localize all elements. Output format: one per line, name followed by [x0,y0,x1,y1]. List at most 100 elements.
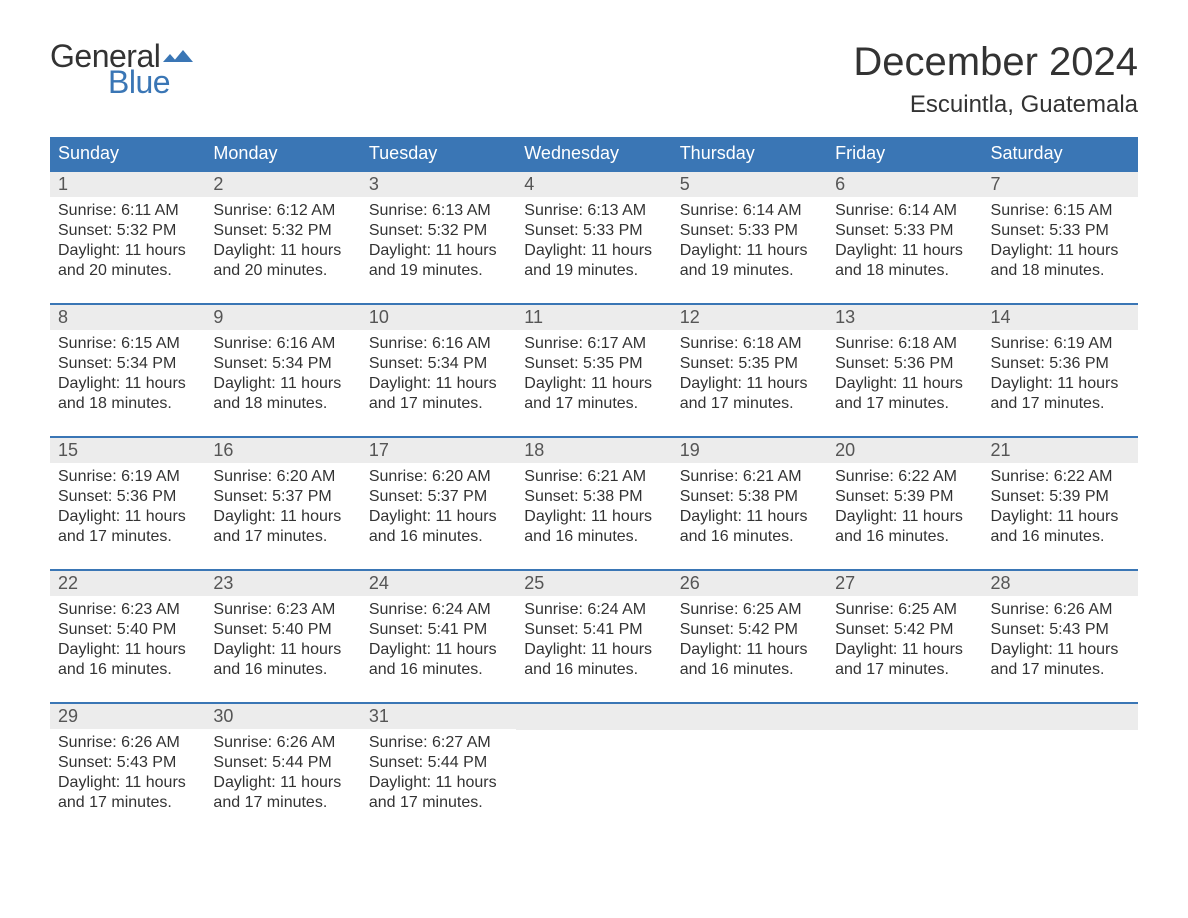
day-cell: 31Sunrise: 6:27 AMSunset: 5:44 PMDayligh… [361,704,516,835]
day-header-cell: Wednesday [516,137,671,170]
day-body: Sunrise: 6:25 AMSunset: 5:42 PMDaylight:… [827,596,982,680]
daylight-label: Daylight: [991,508,1053,525]
day-number: 31 [361,704,516,729]
daylight-label: Daylight: [213,774,275,791]
sunrise-label: Sunrise: [369,734,428,751]
sunset-line: Sunset: 5:39 PM [835,487,974,507]
day-cell [827,704,982,835]
sunrise-line: Sunrise: 6:19 AM [58,467,197,487]
sunrise-line: Sunrise: 6:15 AM [991,201,1130,221]
sunset-line: Sunset: 5:32 PM [369,221,508,241]
sunrise-line: Sunrise: 6:18 AM [680,334,819,354]
sunrise-label: Sunrise: [58,734,117,751]
sunrise-value: 6:19 AM [121,468,180,485]
day-number [516,704,671,730]
sunset-label: Sunset: [991,488,1045,505]
sunset-label: Sunset: [213,488,267,505]
sunrise-line: Sunrise: 6:26 AM [991,600,1130,620]
sunset-label: Sunset: [213,754,267,771]
sunrise-line: Sunrise: 6:22 AM [835,467,974,487]
sunset-value: 5:39 PM [1049,488,1109,505]
day-cell: 21Sunrise: 6:22 AMSunset: 5:39 PMDayligh… [983,438,1138,569]
sunset-label: Sunset: [369,621,423,638]
sunset-label: Sunset: [680,222,734,239]
day-number: 4 [516,172,671,197]
day-cell [516,704,671,835]
day-cell: 3Sunrise: 6:13 AMSunset: 5:32 PMDaylight… [361,172,516,303]
daylight-label: Daylight: [213,242,275,259]
daylight-label: Daylight: [835,242,897,259]
day-body: Sunrise: 6:20 AMSunset: 5:37 PMDaylight:… [361,463,516,547]
sunrise-line: Sunrise: 6:24 AM [369,600,508,620]
sunset-line: Sunset: 5:32 PM [213,221,352,241]
sunset-value: 5:34 PM [117,355,177,372]
day-cell: 25Sunrise: 6:24 AMSunset: 5:41 PMDayligh… [516,571,671,702]
day-header-cell: Sunday [50,137,205,170]
daylight-label: Daylight: [680,375,742,392]
sunrise-label: Sunrise: [991,335,1050,352]
sunrise-label: Sunrise: [524,335,583,352]
sunset-value: 5:33 PM [1049,222,1109,239]
daylight-line: Daylight: 11 hours and 17 minutes. [369,374,508,414]
sunrise-label: Sunrise: [369,601,428,618]
daylight-line: Daylight: 11 hours and 17 minutes. [991,374,1130,414]
sunrise-value: 6:23 AM [277,601,336,618]
day-header-cell: Friday [827,137,982,170]
daylight-label: Daylight: [991,641,1053,658]
day-body: Sunrise: 6:11 AMSunset: 5:32 PMDaylight:… [50,197,205,281]
sunset-line: Sunset: 5:34 PM [213,354,352,374]
day-cell [983,704,1138,835]
day-number: 29 [50,704,205,729]
sunset-value: 5:43 PM [117,754,177,771]
day-number [672,704,827,730]
weeks-container: 1Sunrise: 6:11 AMSunset: 5:32 PMDaylight… [50,170,1138,835]
sunset-value: 5:44 PM [428,754,488,771]
daylight-line: Daylight: 11 hours and 17 minutes. [524,374,663,414]
daylight-label: Daylight: [524,375,586,392]
daylight-line: Daylight: 11 hours and 17 minutes. [213,507,352,547]
sunset-value: 5:32 PM [117,222,177,239]
sunrise-label: Sunrise: [213,601,272,618]
day-cell: 27Sunrise: 6:25 AMSunset: 5:42 PMDayligh… [827,571,982,702]
daylight-label: Daylight: [58,242,120,259]
daylight-label: Daylight: [369,641,431,658]
sunrise-value: 6:17 AM [587,335,646,352]
daylight-label: Daylight: [680,242,742,259]
sunrise-line: Sunrise: 6:20 AM [369,467,508,487]
sunrise-label: Sunrise: [369,335,428,352]
header-row: General Blue December 2024 Escuintla, Gu… [50,40,1138,119]
week-row: 29Sunrise: 6:26 AMSunset: 5:43 PMDayligh… [50,702,1138,835]
sunset-value: 5:43 PM [1049,621,1109,638]
daylight-line: Daylight: 11 hours and 16 minutes. [991,507,1130,547]
daylight-line: Daylight: 11 hours and 16 minutes. [369,507,508,547]
daylight-label: Daylight: [835,375,897,392]
day-cell: 7Sunrise: 6:15 AMSunset: 5:33 PMDaylight… [983,172,1138,303]
day-body: Sunrise: 6:16 AMSunset: 5:34 PMDaylight:… [361,330,516,414]
day-body: Sunrise: 6:19 AMSunset: 5:36 PMDaylight:… [50,463,205,547]
sunset-label: Sunset: [58,621,112,638]
day-body: Sunrise: 6:20 AMSunset: 5:37 PMDaylight:… [205,463,360,547]
sunset-value: 5:40 PM [272,621,332,638]
sunset-line: Sunset: 5:34 PM [58,354,197,374]
sunrise-value: 6:14 AM [743,202,802,219]
sunrise-label: Sunrise: [524,202,583,219]
day-body: Sunrise: 6:14 AMSunset: 5:33 PMDaylight:… [672,197,827,281]
day-cell: 30Sunrise: 6:26 AMSunset: 5:44 PMDayligh… [205,704,360,835]
sunset-line: Sunset: 5:40 PM [213,620,352,640]
sunset-line: Sunset: 5:32 PM [58,221,197,241]
daylight-line: Daylight: 11 hours and 16 minutes. [835,507,974,547]
sunrise-label: Sunrise: [369,468,428,485]
day-cell: 11Sunrise: 6:17 AMSunset: 5:35 PMDayligh… [516,305,671,436]
day-number: 6 [827,172,982,197]
daylight-label: Daylight: [835,641,897,658]
sunset-line: Sunset: 5:37 PM [213,487,352,507]
daylight-line: Daylight: 11 hours and 17 minutes. [58,507,197,547]
sunset-label: Sunset: [213,355,267,372]
sunrise-label: Sunrise: [680,335,739,352]
sunset-value: 5:33 PM [894,222,954,239]
daylight-line: Daylight: 11 hours and 18 minutes. [835,241,974,281]
sunrise-line: Sunrise: 6:18 AM [835,334,974,354]
day-header-cell: Thursday [672,137,827,170]
sunset-value: 5:39 PM [894,488,954,505]
sunset-label: Sunset: [369,488,423,505]
